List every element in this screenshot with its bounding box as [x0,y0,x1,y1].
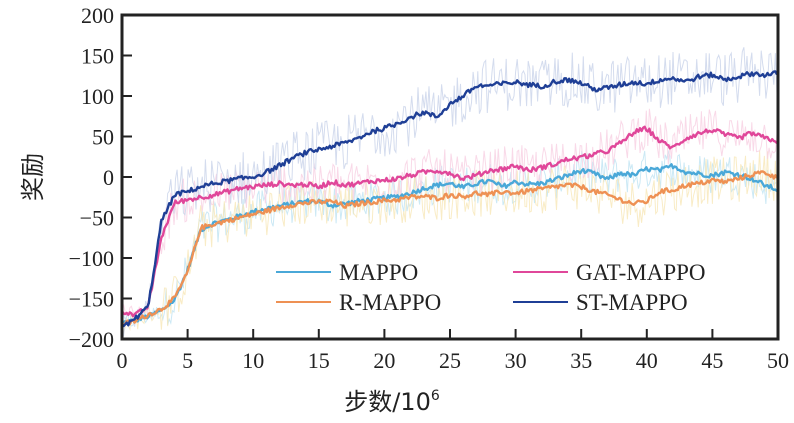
y-axis-label: 奖励 [19,153,47,201]
x-tick-label: 40 [636,348,658,373]
x-tick-label: 0 [117,348,128,373]
legend-item-r-mappo: R-MAPPO [276,290,441,315]
legend-label: GAT-MAPPO [576,260,706,285]
legend-label: MAPPO [339,260,418,285]
y-tick-label: −150 [69,287,114,312]
x-tick-label: 45 [701,348,723,373]
legend-item-st-mappo: ST-MAPPO [513,290,688,315]
x-tick-label: 25 [439,348,461,373]
x-tick-label: 5 [182,348,193,373]
legend-item-mappo: MAPPO [276,260,418,285]
legend: MAPPO GAT-MAPPO R-MAPPO ST-MAPPO [276,260,706,315]
x-tick-label: 15 [308,348,330,373]
x-tick-label: 10 [242,348,264,373]
series-line-gat-mappo [120,125,778,318]
y-tick-label: 200 [81,3,114,28]
series-line-st-mappo [121,70,779,328]
x-axis-label-main: 步数/10 [344,388,431,416]
y-tick-label: 150 [81,44,114,69]
legend-label: R-MAPPO [339,290,441,315]
legend-item-gat-mappo: GAT-MAPPO [513,260,706,285]
x-tick-label: 35 [570,348,592,373]
y-axis-ticks: 200 150 100 50 0 −50 −100 −150 −200 [69,3,132,352]
series-line-r-mappo [120,170,779,327]
line-layer [120,70,779,328]
y-tick-label: 100 [81,84,114,109]
legend-label: ST-MAPPO [576,290,688,315]
y-tick-label: 50 [92,125,114,150]
x-tick-label: 30 [505,348,527,373]
x-axis-label-exponent: 6 [431,388,440,404]
y-tick-label: 0 [103,165,114,190]
y-tick-label: −50 [80,206,114,231]
x-axis-label: 步数/106 [344,388,440,416]
x-axis-ticks: 0 5 10 15 20 25 30 35 40 45 50 [117,329,789,373]
x-tick-label: 20 [373,348,395,373]
y-tick-label: −100 [69,246,114,271]
y-tick-label: −200 [69,327,114,352]
x-tick-label: 50 [767,348,789,373]
